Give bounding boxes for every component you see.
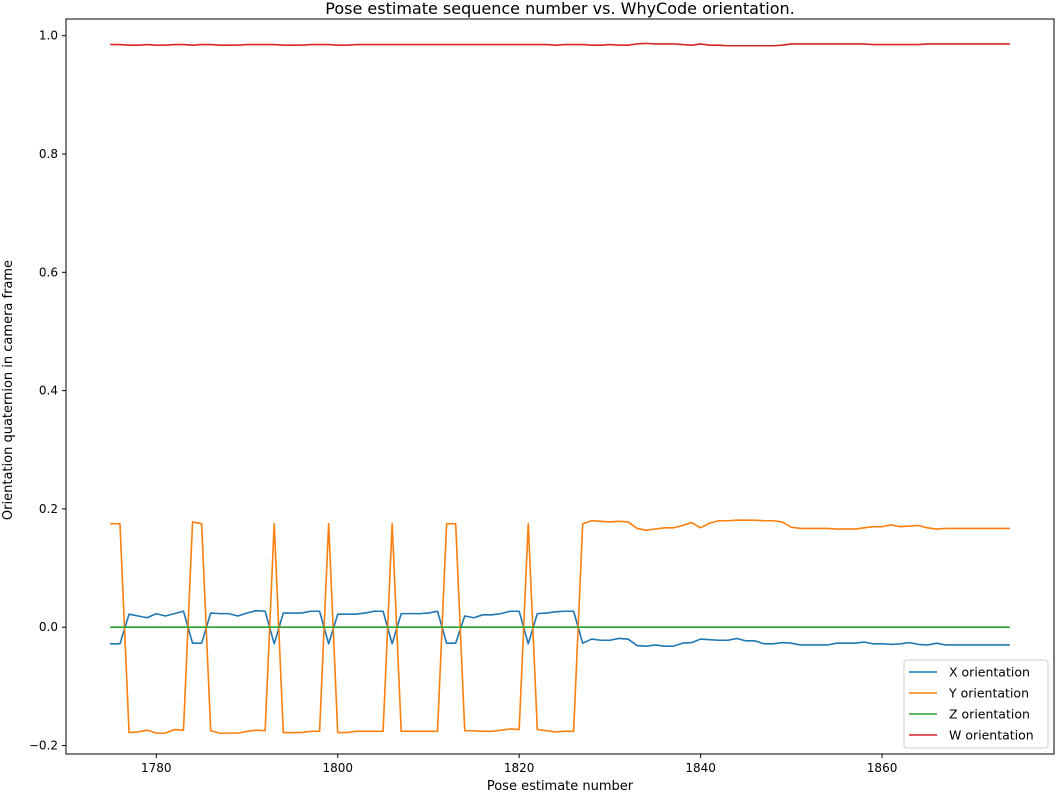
- x-tick-label: 1860: [867, 761, 898, 775]
- x-tick-label: 1800: [322, 761, 353, 775]
- series-line-3: [110, 42, 1010, 47]
- y-axis-ticks: −0.2 0.0 0.2 0.4 0.6 0.8 1.0: [29, 29, 66, 753]
- y-tick-label: 0.0: [39, 620, 58, 634]
- y-tick-label: 0.4: [39, 384, 58, 398]
- y-tick-label: 0.8: [39, 147, 58, 161]
- x-tick-label: 1820: [504, 761, 535, 775]
- y-tick-label: 0.6: [39, 265, 58, 279]
- plot-frame: [65, 18, 1055, 755]
- y-tick-label: 1.0: [39, 29, 58, 43]
- legend-label: Z orientation: [949, 707, 1030, 722]
- x-tick-label: 1840: [685, 761, 716, 775]
- y-tick-label: 0.2: [39, 502, 58, 516]
- legend: X orientation Y orientation Z orientation W…: [903, 659, 1049, 749]
- series-line-0: [110, 609, 1010, 647]
- legend-label: X orientation: [949, 665, 1030, 680]
- chart-title: Pose estimate sequence number vs. WhyCod…: [325, 0, 794, 18]
- series-line-1: [110, 519, 1010, 734]
- x-axis-ticks: 1780 1800 1820 1840 1860: [141, 754, 897, 775]
- x-tick-label: 1780: [141, 761, 172, 775]
- legend-label: Y orientation: [948, 686, 1029, 701]
- legend-box: [903, 659, 1049, 749]
- legend-label: W orientation: [949, 728, 1034, 743]
- y-axis-label: Orientation quaternion in camera frame: [1, 260, 16, 520]
- y-tick-label: −0.2: [29, 739, 58, 753]
- series-layer: [110, 42, 1010, 734]
- x-axis-label: Pose estimate number: [487, 779, 634, 794]
